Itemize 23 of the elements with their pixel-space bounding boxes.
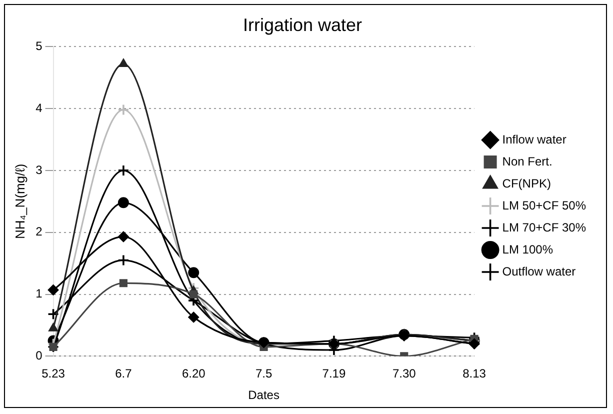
y-tick-label: 2 [36,224,43,239]
x-tick-label: 7.5 [255,366,272,381]
y-tick-label: 4 [36,100,43,115]
y-tick-label: 3 [36,162,43,177]
x-tick-label: 7.19 [322,366,346,381]
legend-label: CF(NPK) [502,176,551,190]
legend-label: LM 70+CF 30% [502,220,586,234]
x-tick-label: 8.13 [462,366,486,381]
chart-title: Irrigation water [242,14,362,35]
y-axis-title: NH₄_N(mg/ℓ) [12,164,28,240]
legend-label: Inflow water [502,132,566,146]
y-tick-label: 1 [36,286,43,301]
legend-label: LM 100% [502,242,554,256]
x-tick-label: 6.20 [182,366,206,381]
x-tick-label: 5.23 [42,366,66,381]
x-axis-title: Dates [248,388,280,402]
legend-label: Outflow water [502,264,576,278]
legend-label: Non Fert. [502,154,552,168]
y-tick-label: 5 [36,38,43,53]
x-tick-label: 7.30 [392,366,416,381]
x-tick-label: 6.7 [115,366,132,381]
y-tick-label: 0 [36,348,43,363]
legend-label: LM 50+CF 50% [502,198,586,212]
